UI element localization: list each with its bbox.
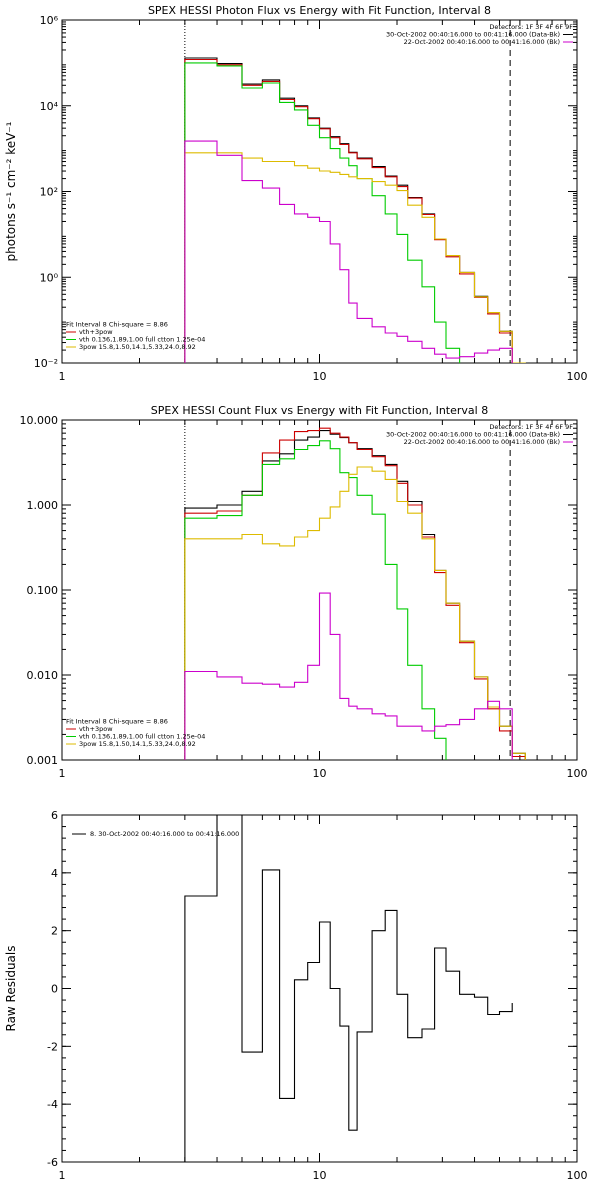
legend-entry: 3pow 15.8,1.50,14.1,5.33,24.0,8.92 (79, 343, 196, 351)
series-3-line (184, 440, 447, 760)
y-tick-label: 10⁴ (40, 100, 59, 113)
legend-entry: vth+3pow (79, 725, 113, 733)
y-axis-label: photons s⁻¹ cm⁻² keV⁻¹ (4, 121, 18, 261)
x-tick-label: 10 (313, 370, 327, 383)
x-tick-label: 100 (567, 1169, 588, 1182)
y-tick-label: 0 (51, 983, 58, 996)
y-tick-label: 10⁶ (40, 14, 59, 27)
legend-entry: 8. 30-Oct-2002 00:40:16.000 to 00:41:16.… (90, 830, 239, 838)
chart-title: SPEX HESSI Count Flux vs Energy with Fit… (151, 404, 488, 417)
legend-entry: 30-Oct-2002 00:40:16.000 to 00:41:16.000… (386, 431, 560, 439)
y-tick-label: 10⁻² (34, 357, 58, 370)
y-tick-label: 0.100 (27, 584, 59, 597)
y-tick-label: -2 (47, 1040, 58, 1053)
legend-header: Detectors: 1F 3F 4F 6F 9F (489, 423, 573, 431)
x-tick-label: 100 (567, 370, 588, 383)
y-tick-label: -4 (47, 1098, 58, 1111)
series-1-line (184, 57, 513, 363)
legend-header: Detectors: 1F 3F 4F 6F 9F (489, 23, 573, 31)
y-tick-label: 10² (40, 186, 58, 199)
chart-panel-3: 1 10 100 -6 -4 -2 0 2 4 6 Raw Residuals 8. 30-Oct-2… (4, 809, 588, 1182)
legend-header: Fit Interval 8 Chi-square = 8.86 (66, 718, 168, 726)
chart-panel-2: SPEX HESSI Count Flux vs Energy with Fit… (20, 404, 588, 780)
y-tick-label: 4 (51, 867, 58, 880)
plot-frame (61, 19, 578, 364)
legend-entry: 30-Oct-2002 00:40:16.000 to 00:41:16.000… (386, 31, 560, 39)
x-tick-label: 100 (567, 767, 588, 780)
y-tick-label: 6 (51, 809, 58, 822)
y-tick-label: 10.000 (20, 414, 59, 427)
legend-entry: 22-Oct-2002 00:40:16.000 to 00:41:16.000… (404, 438, 560, 446)
data-layer (184, 815, 513, 1162)
y-tick-label: 10⁰ (40, 271, 59, 284)
series-2-line (184, 58, 513, 363)
x-tick-label: 10 (313, 1169, 327, 1182)
series-5-line (184, 592, 513, 760)
series-1-line (184, 815, 513, 1162)
y-tick-label: 0.010 (27, 669, 59, 682)
chart-title: SPEX HESSI Photon Flux vs Energy with Fi… (148, 4, 491, 17)
series-4-line (184, 466, 526, 760)
series-4-line (184, 152, 526, 363)
y-axis-label: Raw Residuals (4, 946, 18, 1032)
y-tick-label: 1.000 (27, 499, 59, 512)
legend-entry: 3pow 15.8,1.50,14.1,5.33,24.0,8.92 (79, 740, 196, 748)
x-tick-label: 1 (59, 370, 66, 383)
data-layer (184, 427, 526, 760)
legend-entry: vth 0.136,1.89,1.00 full ctton 1.25e-04 (79, 733, 205, 741)
series-5-line (184, 140, 513, 363)
data-layer (184, 57, 526, 363)
legend-entry: vth 0.136,1.89,1.00 full ctton 1.25e-04 (79, 336, 205, 344)
y-tick-label: 2 (51, 925, 58, 938)
plot-frame (61, 814, 578, 1163)
series-3-line (184, 62, 461, 363)
y-tick-label: -6 (47, 1156, 58, 1169)
x-tick-label: 10 (313, 767, 327, 780)
chart-panel-1: SPEX HESSI Photon Flux vs Energy with Fi… (4, 4, 588, 383)
legend-header: Fit Interval 8 Chi-square = 8.86 (66, 321, 168, 329)
x-tick-label: 1 (59, 767, 66, 780)
legend-entry: 22-Oct-2002 00:40:16.000 to 00:41:16.000… (404, 38, 560, 46)
legend-entry: vth+3pow (79, 328, 113, 336)
x-tick-label: 1 (59, 1169, 66, 1182)
y-tick-label: 0.001 (27, 754, 59, 767)
